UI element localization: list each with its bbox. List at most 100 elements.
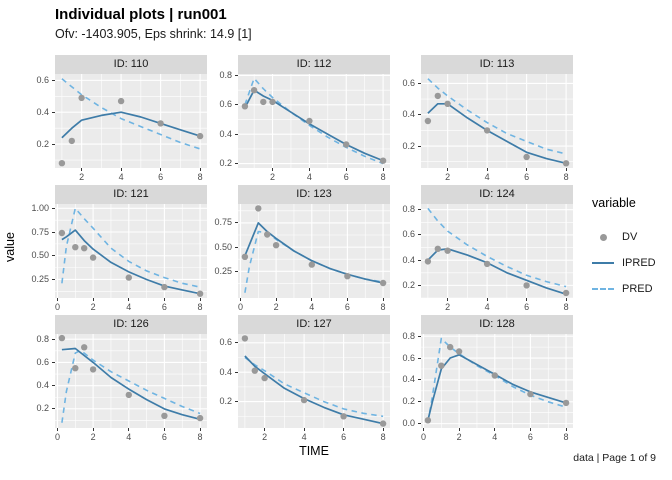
x-tick-label: 0 xyxy=(420,432,426,442)
dv-point xyxy=(196,290,204,297)
facet-121: ID: 121 0 2 4 6 8 0.25 0.50 0.75 1.00 xyxy=(19,185,207,312)
y-tick-label: 0.2 xyxy=(36,403,49,414)
facet-strip-label: ID: 128 xyxy=(421,315,573,334)
x-tick-mark xyxy=(343,428,345,431)
y-tick-mark xyxy=(52,361,55,363)
dv-point xyxy=(272,242,280,249)
y-tick-label: 0.8 xyxy=(219,69,232,80)
x-tick-mark xyxy=(163,428,165,431)
y-tick-label: 0.2 xyxy=(219,158,232,169)
x-tick-mark xyxy=(81,168,83,171)
dv-point xyxy=(58,334,66,342)
y-tick-mark xyxy=(418,145,421,147)
y-tick-mark xyxy=(418,259,421,261)
x-tick-mark xyxy=(382,298,384,301)
x-tick-mark xyxy=(526,298,528,301)
y-tick-label: 0.6 xyxy=(402,352,415,363)
y-tick-mark xyxy=(418,82,421,84)
x-tick-label: 6 xyxy=(527,432,533,442)
y-tick-mark xyxy=(418,335,421,337)
facet-strip-label: ID: 113 xyxy=(421,55,573,74)
x-tick-label: 4 xyxy=(309,302,315,312)
y-tick-mark xyxy=(235,246,238,248)
pred-line xyxy=(61,349,201,423)
x-tick-label: 8 xyxy=(563,432,569,442)
legend-item-ipred: IPRED xyxy=(592,250,670,276)
legend-label-dv: DV xyxy=(622,231,638,243)
x-tick-label: 4 xyxy=(484,172,490,182)
dv-point xyxy=(523,282,530,289)
dv-point xyxy=(306,117,313,125)
dv-point xyxy=(196,414,204,422)
dv-point xyxy=(300,396,308,404)
dv-point xyxy=(562,289,570,297)
y-tick-label: 0.50 xyxy=(31,250,49,261)
x-tick-mark xyxy=(565,298,567,301)
y-tick-label: 0.75 xyxy=(214,217,232,228)
ipred-line xyxy=(61,111,201,139)
pred-line xyxy=(244,356,384,418)
x-tick-label: 0 xyxy=(237,302,243,312)
legend: variable DV IPRED PRED xyxy=(592,196,670,302)
legend-label-pred: PRED xyxy=(622,283,653,295)
dv-point xyxy=(81,245,88,252)
y-tick-mark xyxy=(235,401,238,403)
y-tick-label: 0.75 xyxy=(31,226,49,237)
y-tick-mark xyxy=(418,284,421,286)
y-tick-label: 0.2 xyxy=(402,396,415,407)
x-tick-label: 6 xyxy=(158,172,164,182)
dv-point xyxy=(241,103,249,110)
y-tick-mark xyxy=(235,270,238,272)
x-tick-mark xyxy=(494,428,496,431)
x-tick-mark xyxy=(447,298,449,301)
y-tick-mark xyxy=(52,231,55,233)
dv-point xyxy=(264,231,271,238)
y-tick-label: 0.6 xyxy=(36,74,49,85)
y-tick-label: 0.2 xyxy=(219,396,232,407)
y-tick-label: 1.00 xyxy=(31,202,49,213)
facet-124: ID: 124 2 4 6 8 0.2 0.4 0.6 0.8 xyxy=(385,185,573,312)
dv-point xyxy=(251,367,258,374)
facet-plot-panel xyxy=(55,334,207,428)
x-tick-mark xyxy=(308,168,310,171)
y-tick-mark xyxy=(52,408,55,410)
x-tick-label: 4 xyxy=(301,432,307,442)
dv-point xyxy=(78,94,85,102)
dv-point xyxy=(483,127,491,134)
dv-point xyxy=(434,92,441,100)
x-tick-mark xyxy=(128,428,130,431)
y-tick-mark xyxy=(235,133,238,135)
x-tick-mark xyxy=(382,168,384,171)
dv-point xyxy=(483,260,491,268)
y-tick-mark xyxy=(52,207,55,209)
x-tick-mark xyxy=(486,298,488,301)
y-tick-mark xyxy=(418,234,421,236)
y-tick-mark xyxy=(418,114,421,116)
y-tick-mark xyxy=(235,342,238,344)
dv-point xyxy=(424,258,432,265)
y-tick-label: 0.0 xyxy=(402,418,415,429)
x-tick-mark xyxy=(199,298,201,301)
y-tick-label: 0.4 xyxy=(402,109,415,120)
facet-plot-panel xyxy=(421,334,573,428)
x-tick-mark xyxy=(239,298,241,301)
x-tick-label: 4 xyxy=(126,432,132,442)
dv-point xyxy=(89,366,97,373)
y-tick-label: 0.2 xyxy=(402,279,415,290)
y-tick-mark xyxy=(235,163,238,165)
y-tick-label: 0.4 xyxy=(402,254,415,265)
x-tick-label: 2 xyxy=(79,172,85,182)
y-tick-label: 0.4 xyxy=(36,380,49,391)
dv-point xyxy=(125,391,132,399)
x-tick-mark xyxy=(345,168,347,171)
dv-point xyxy=(72,244,79,251)
dv-point xyxy=(340,413,347,420)
x-tick-label: 4 xyxy=(126,302,132,312)
y-tick-label: 0.4 xyxy=(219,366,232,377)
x-tick-mark xyxy=(264,428,266,431)
facet-112: ID: 112 2 4 6 8 0.2 0.4 0.6 0.8 xyxy=(202,55,390,182)
x-tick-label: 8 xyxy=(380,302,386,312)
facet-plot-panel xyxy=(238,74,390,168)
x-tick-label: 8 xyxy=(197,432,203,442)
